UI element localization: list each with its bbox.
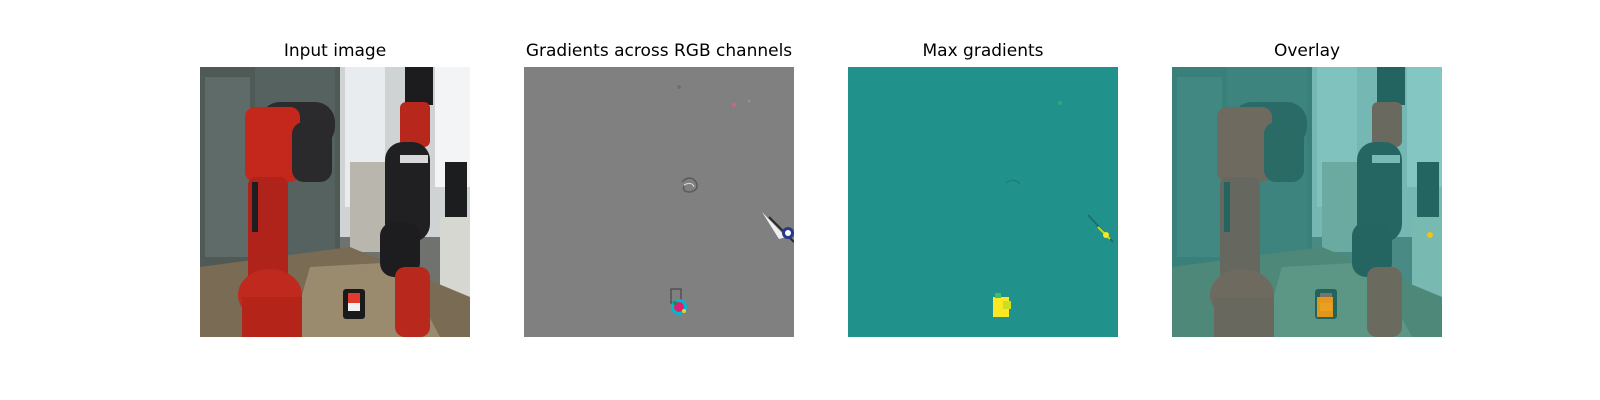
overlay-image — [1172, 67, 1442, 337]
panel-max-gradients: Max gradients — [848, 0, 1118, 400]
gradients-rgb-image — [524, 67, 794, 337]
panel-title: Input image — [283, 41, 387, 61]
max-gradients-image — [848, 67, 1118, 337]
panel-title: Gradients across RGB channels — [525, 41, 793, 61]
panel-overlay: Overlay — [1172, 0, 1442, 400]
panel-gradients-rgb: Gradients across RGB channels — [524, 0, 794, 400]
input-image — [200, 67, 470, 337]
panel-title: Overlay — [1273, 41, 1341, 61]
panel-title: Max gradients — [922, 41, 1044, 61]
panel-input-image: Input image — [200, 0, 470, 400]
